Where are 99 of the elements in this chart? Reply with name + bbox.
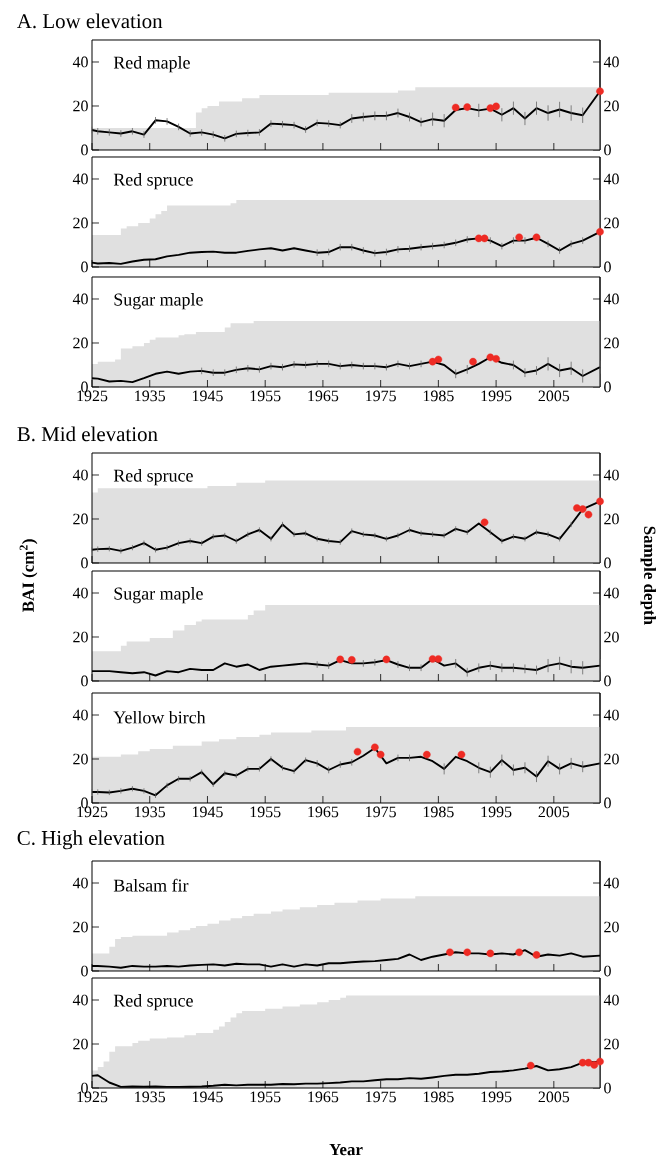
y-tick-label: 40 [72, 994, 88, 1006]
x-tick-label: 1935 [135, 806, 166, 818]
x-tick-label: 1945 [192, 1091, 223, 1103]
y-tick-label: 40 [72, 293, 88, 305]
y2-tick-label: 20 [604, 631, 619, 643]
x-tick-label: 1975 [366, 1091, 396, 1103]
y-tick-label: 0 [81, 557, 88, 569]
point [423, 750, 431, 759]
y2-tick-label: 0 [604, 261, 611, 273]
x-tick-label: 2005 [538, 1091, 570, 1103]
y2-tick-label: 40 [603, 709, 619, 721]
point [480, 234, 489, 243]
y2-tick-label: 40 [603, 469, 619, 481]
annotation: Sugar maple [114, 293, 203, 310]
y-axis-title: BAI (cm$^{2}$) [19, 539, 38, 612]
chart-title: B. Mid elevation [17, 426, 158, 442]
annotation: Yellow birch [113, 710, 206, 724]
point [371, 743, 379, 752]
x-tick-label: 1945 [192, 390, 223, 402]
x-tick-label: 1955 [250, 806, 281, 818]
y2-tick-label: 20 [604, 100, 619, 112]
x-tick-label: 1955 [250, 1091, 281, 1103]
chart-title: C. High elevation [17, 830, 165, 850]
y2-tick-label: 20 [604, 1038, 619, 1050]
point [480, 518, 489, 527]
y-tick-label: 20 [73, 921, 88, 933]
x-tick-label: 1995 [481, 390, 512, 402]
y-tick-label: 20 [73, 631, 88, 643]
y-tick-label: 0 [81, 261, 88, 273]
point [584, 510, 593, 519]
y2-tick-label: 40 [603, 994, 619, 1006]
x-tick-label: 1935 [135, 1091, 166, 1103]
annotation: Sugar maple [114, 587, 203, 604]
y2-tick-label: 40 [603, 56, 619, 68]
annotation: Balsam fir [113, 878, 189, 892]
y-tick-label: 40 [72, 56, 88, 68]
annotation: Red maple [113, 56, 190, 73]
point [457, 750, 466, 759]
y2-tick-label: 0 [604, 797, 611, 809]
point [463, 103, 472, 111]
y-tick-label: 0 [81, 965, 88, 977]
y-tick-label: 20 [73, 217, 88, 229]
y-tick-label: 40 [72, 469, 88, 481]
y-tick-label: 40 [72, 709, 88, 721]
y-tick-label: 40 [72, 587, 88, 599]
chart-title: A. Low elevation [16, 13, 163, 29]
x-tick-label: 1955 [250, 390, 281, 402]
y2-tick-label: 40 [603, 587, 619, 599]
annotation: Red spruce [113, 173, 193, 190]
y2-axis-title: Sample depth [640, 526, 656, 625]
x-tick-label: 1985 [423, 390, 454, 402]
point [532, 233, 541, 242]
x-tick-label: 1935 [135, 390, 166, 402]
y-tick-label: 40 [72, 173, 88, 185]
y2-tick-label: 40 [603, 173, 619, 185]
x-axis-title: Year [329, 1143, 363, 1156]
x-tick-label: 1985 [423, 1091, 454, 1103]
y-tick-label: 20 [73, 753, 88, 765]
x-tick-label: 1965 [308, 806, 339, 818]
x-tick-label: 1995 [481, 1091, 512, 1103]
point [578, 505, 587, 513]
x-tick-label: 1975 [366, 806, 396, 818]
y2-tick-label: 40 [603, 293, 619, 305]
point [376, 750, 385, 759]
x-tick-label: 1985 [423, 806, 454, 818]
y-tick-label: 20 [73, 337, 88, 349]
y-tick-label: 20 [73, 513, 88, 525]
x-tick-label: 2005 [538, 806, 570, 818]
point [596, 497, 604, 506]
x-tick-label: 1965 [308, 390, 339, 402]
y2-tick-label: 20 [604, 753, 619, 765]
x-tick-label: 1975 [366, 390, 396, 402]
y2-tick-label: 0 [604, 557, 611, 569]
y-tick-label: 0 [81, 675, 88, 687]
annotation: Red spruce [113, 994, 193, 1011]
y2-tick-label: 0 [604, 144, 611, 156]
x-tick-label: 2005 [538, 390, 570, 402]
y2-tick-label: 20 [604, 217, 619, 229]
y2-tick-label: 20 [604, 921, 619, 933]
y2-tick-label: 0 [604, 381, 611, 393]
y-tick-label: 0 [81, 144, 88, 156]
x-tick-label: 1995 [481, 806, 512, 818]
x-tick-label: 1945 [192, 806, 223, 818]
x-tick-label: 1965 [308, 1091, 339, 1103]
y2-tick-label: 20 [604, 337, 619, 349]
annotation: Red spruce [113, 469, 193, 486]
y-tick-label: 40 [72, 877, 88, 889]
point [492, 102, 500, 111]
point [451, 103, 460, 112]
y-tick-label: 20 [73, 100, 88, 112]
y2-tick-label: 0 [604, 1082, 611, 1094]
y2-tick-label: 20 [604, 513, 619, 525]
y2-tick-label: 40 [603, 877, 619, 889]
y-tick-label: 20 [73, 1038, 88, 1050]
y2-tick-label: 0 [604, 965, 611, 977]
point [596, 87, 604, 96]
y2-tick-label: 0 [604, 675, 611, 687]
point [353, 747, 362, 756]
point [515, 233, 523, 242]
